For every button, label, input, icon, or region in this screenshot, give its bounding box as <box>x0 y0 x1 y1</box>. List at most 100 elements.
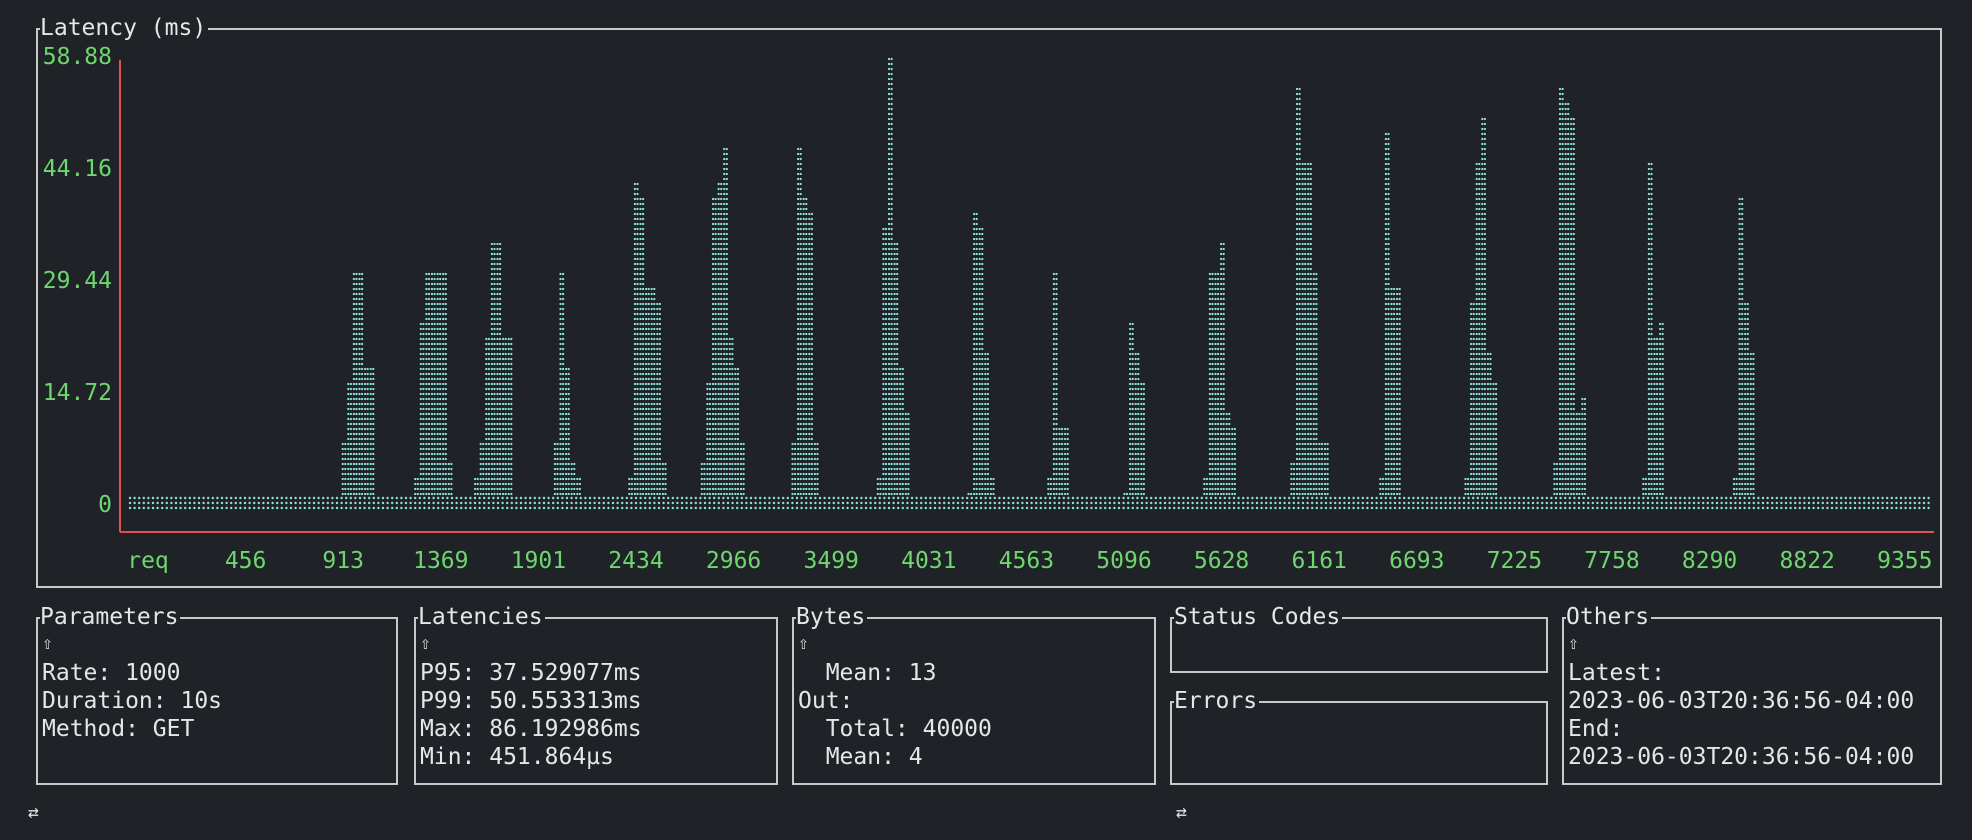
latency-dot <box>436 347 439 351</box>
baseline-dot <box>1370 506 1374 510</box>
latency-dot <box>714 247 717 251</box>
latency-dot <box>650 487 653 491</box>
baseline-dot <box>1536 496 1539 500</box>
latency-dot <box>884 382 888 386</box>
latency-dot <box>896 472 899 476</box>
latency-dot <box>372 417 375 421</box>
baseline-dot <box>1237 506 1240 510</box>
latency-dot <box>556 487 559 491</box>
baseline-dot <box>1407 506 1411 510</box>
latency-dot <box>1055 392 1058 396</box>
latency-dot <box>504 367 507 371</box>
latency-dot <box>439 312 442 316</box>
latency-dot <box>816 467 819 471</box>
latency-dot <box>893 332 896 336</box>
latency-dot <box>633 202 637 206</box>
latency-dot <box>633 387 637 391</box>
baseline-dot <box>1242 496 1245 500</box>
latency-dot <box>476 477 479 481</box>
latency-dot <box>734 367 737 371</box>
baseline-dot <box>1416 501 1420 505</box>
baseline-dot <box>239 501 242 505</box>
baseline-dot <box>777 496 780 500</box>
baseline-dot <box>1099 496 1102 500</box>
latency-dot <box>658 312 662 316</box>
latency-dot <box>887 317 891 321</box>
latency-dot <box>496 307 499 311</box>
latency-dot <box>972 227 976 231</box>
baseline-dot <box>133 501 136 505</box>
latency-dot <box>501 437 505 441</box>
latency-dot <box>901 407 904 411</box>
baseline-dot <box>1807 496 1811 500</box>
baseline-dot <box>1890 506 1894 510</box>
latency-dot <box>436 327 439 331</box>
latency-dot <box>360 452 364 456</box>
latency-dot <box>490 362 494 366</box>
latency-dot <box>636 282 639 286</box>
baseline-dot <box>1366 501 1369 505</box>
baseline-dot <box>1426 496 1429 500</box>
baseline-dot <box>1656 506 1659 510</box>
latency-dot <box>479 482 482 486</box>
latency-dot <box>799 197 802 201</box>
latency-dot <box>436 307 439 311</box>
latency-dot <box>975 432 978 436</box>
latency-dot <box>644 472 648 476</box>
baseline-dot <box>1614 506 1618 510</box>
latency-dot <box>984 377 987 381</box>
baseline-dot <box>947 506 950 510</box>
latency-dot <box>647 462 650 466</box>
baseline-dot <box>1131 506 1135 510</box>
baseline-dot <box>828 506 831 510</box>
latency-dot <box>896 312 899 316</box>
baseline-dot <box>1209 506 1213 510</box>
baseline-dot <box>984 501 987 505</box>
latency-dot <box>893 277 896 281</box>
latency-dot <box>358 297 361 301</box>
latency-dot <box>567 427 570 431</box>
baseline-dot <box>253 501 256 505</box>
latency-dot <box>430 287 434 291</box>
latency-dot <box>369 477 372 481</box>
latency-dot <box>427 432 431 436</box>
latency-dot <box>485 482 488 486</box>
latency-dot <box>893 302 896 306</box>
baseline-dot <box>377 501 380 505</box>
latency-dot <box>644 392 648 396</box>
baseline-dot <box>1706 506 1710 510</box>
latency-dot <box>978 267 981 271</box>
baseline-dot <box>363 506 366 510</box>
latency-dot <box>890 92 893 96</box>
baseline-dot <box>1729 501 1733 505</box>
baseline-dot <box>1242 501 1245 505</box>
latency-dot <box>658 322 662 326</box>
latency-dot <box>430 302 434 306</box>
latency-dot <box>633 422 637 426</box>
latency-dot <box>731 422 734 426</box>
baseline-dot <box>1895 496 1898 500</box>
latency-dot <box>504 472 507 476</box>
latency-dot <box>358 382 361 386</box>
baseline-dot <box>1228 496 1231 500</box>
baseline-dot <box>179 496 182 500</box>
latency-dot <box>482 477 485 481</box>
latency-dot <box>796 157 800 161</box>
latency-dot <box>559 407 562 411</box>
latency-dot <box>564 427 568 431</box>
latency-dot <box>796 272 800 276</box>
baseline-dot <box>1711 501 1714 505</box>
latency-dot <box>639 227 642 231</box>
baseline-dot <box>1527 506 1530 510</box>
latency-dot <box>975 477 978 481</box>
latency-dot <box>714 202 717 206</box>
latency-dot <box>422 407 425 411</box>
baseline-dot <box>1559 501 1562 505</box>
latency-dot <box>711 357 715 361</box>
baseline-dot <box>257 506 260 510</box>
latency-dot <box>978 477 981 481</box>
baseline-dot <box>1573 496 1576 500</box>
baseline-dot <box>1743 496 1746 500</box>
baseline-dot <box>786 501 789 505</box>
latency-dot <box>639 252 642 256</box>
